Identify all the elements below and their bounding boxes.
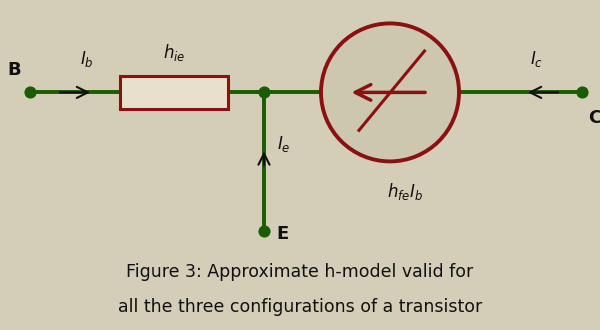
Text: E: E xyxy=(276,225,288,243)
Text: C: C xyxy=(588,109,600,127)
Text: B: B xyxy=(7,61,21,79)
Point xyxy=(25,90,35,95)
Text: $h_{ie}$: $h_{ie}$ xyxy=(163,42,185,63)
Point xyxy=(259,228,269,234)
Point xyxy=(259,90,269,95)
Point xyxy=(577,90,587,95)
Text: $I_b$: $I_b$ xyxy=(80,49,94,69)
Text: $I_e$: $I_e$ xyxy=(277,134,291,153)
Text: $h_{fe}I_b$: $h_{fe}I_b$ xyxy=(387,181,423,202)
Bar xyxy=(120,76,228,109)
Text: Figure 3: Approximate h-model valid for: Figure 3: Approximate h-model valid for xyxy=(127,263,473,281)
Text: all the three configurations of a transistor: all the three configurations of a transi… xyxy=(118,298,482,316)
Ellipse shape xyxy=(321,23,459,161)
Text: $I_c$: $I_c$ xyxy=(530,49,544,69)
